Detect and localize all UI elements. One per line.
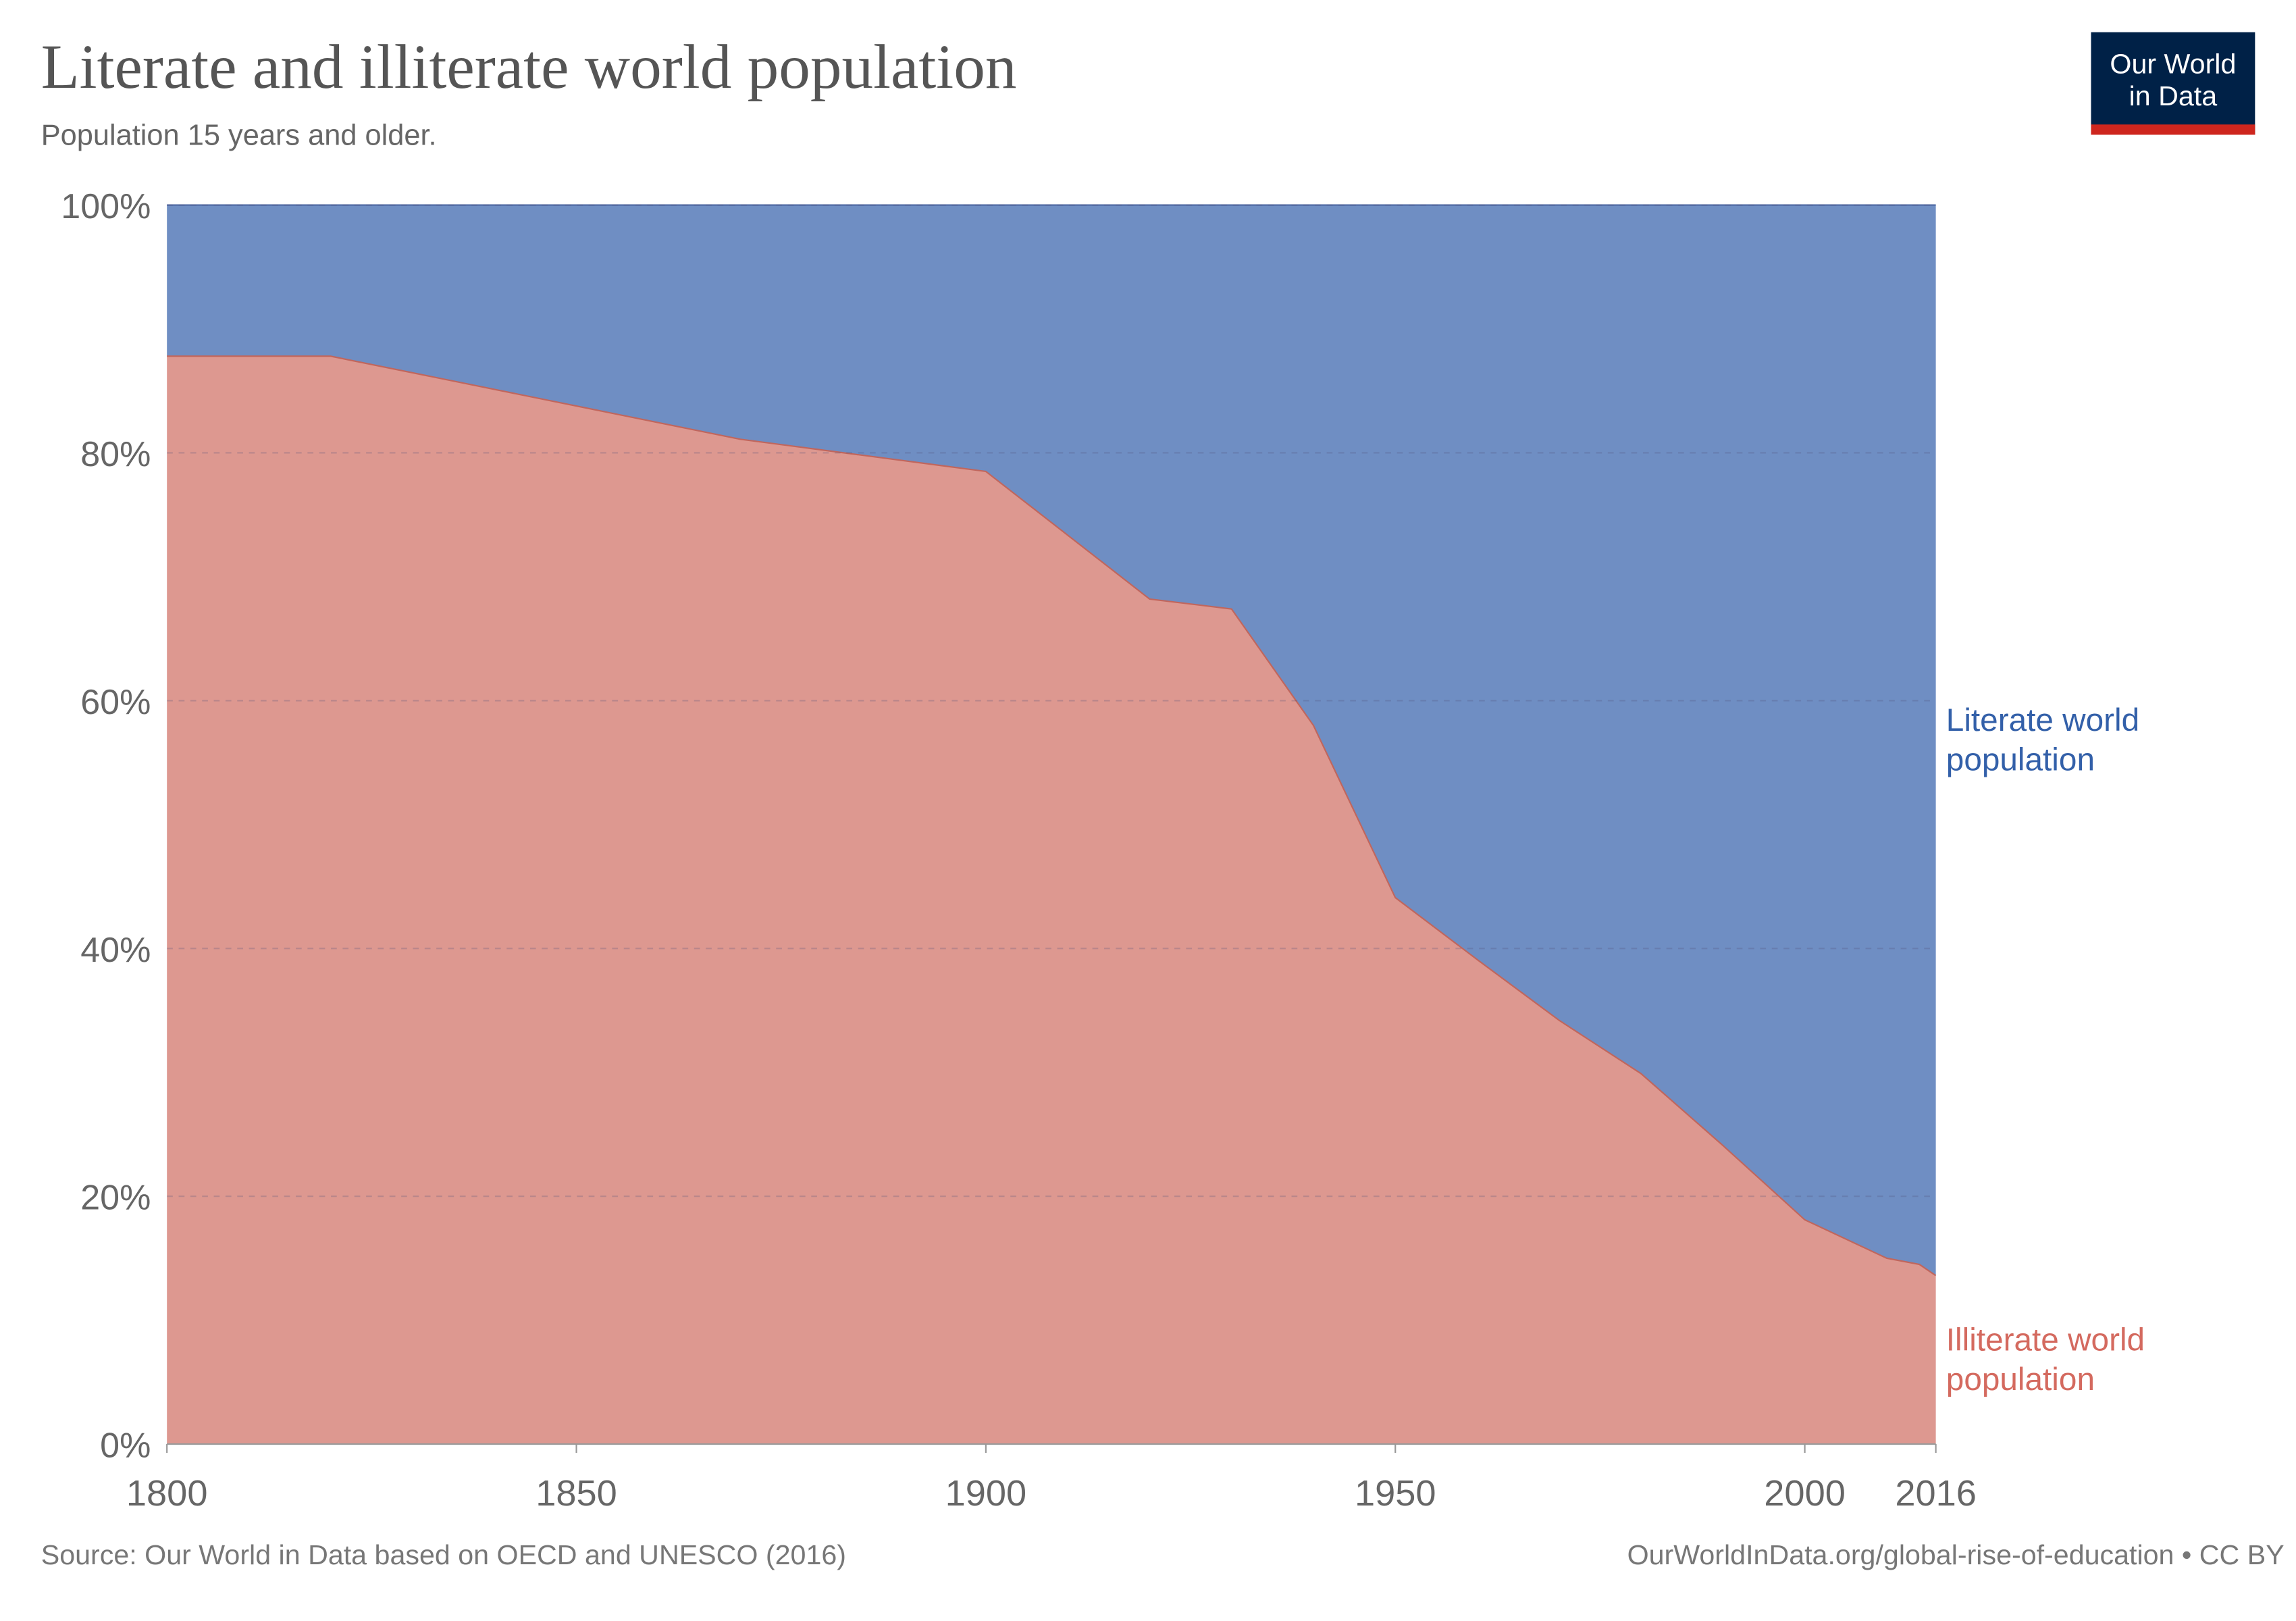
legend-literate-line-1: Literate world — [1946, 701, 2140, 738]
chart-title: Literate and illiterate world population — [41, 33, 1017, 103]
area-literate — [167, 205, 1936, 1276]
x-tick-label: 1850 — [536, 1473, 617, 1514]
legend-literate-line-2: population — [1946, 741, 2095, 778]
legend-illiterate-line-1: Illiterate world — [1946, 1320, 2145, 1358]
y-tick-label: 20% — [80, 1179, 151, 1218]
x-tick-label: 1950 — [1355, 1473, 1436, 1514]
y-tick-label: 100% — [61, 187, 151, 226]
legend-illiterate: Illiterate world population — [1946, 1320, 2145, 1399]
y-tick-label: 0% — [100, 1426, 151, 1466]
source-note: Source: Our World in Data based on OECD … — [41, 1541, 846, 1572]
legend-illiterate-line-2: population — [1946, 1360, 2095, 1397]
logo-line-1: Our World — [2110, 49, 2237, 81]
x-tick-label: 1800 — [126, 1473, 208, 1514]
x-tick-label: 2000 — [1764, 1473, 1846, 1514]
logo-line-2: in Data — [2129, 82, 2218, 113]
line-illiterate-boundary — [167, 355, 1937, 1277]
y-tick-label: 60% — [80, 683, 151, 722]
legend-literate: Literate world population — [1946, 700, 2139, 779]
logo-red-bar — [2091, 124, 2255, 135]
x-tick-label: 2016 — [1895, 1473, 1977, 1514]
y-tick-label: 40% — [80, 931, 151, 970]
area-illiterate — [167, 356, 1936, 1445]
source-url[interactable]: OurWorldInData.org/global-rise-of-educat… — [1627, 1541, 2285, 1572]
x-tick-label: 1900 — [945, 1473, 1027, 1514]
chart-subtitle: Population 15 years and older. — [41, 120, 437, 153]
owid-logo[interactable]: Our World in Data — [2091, 32, 2255, 135]
y-tick-label: 80% — [80, 435, 151, 474]
